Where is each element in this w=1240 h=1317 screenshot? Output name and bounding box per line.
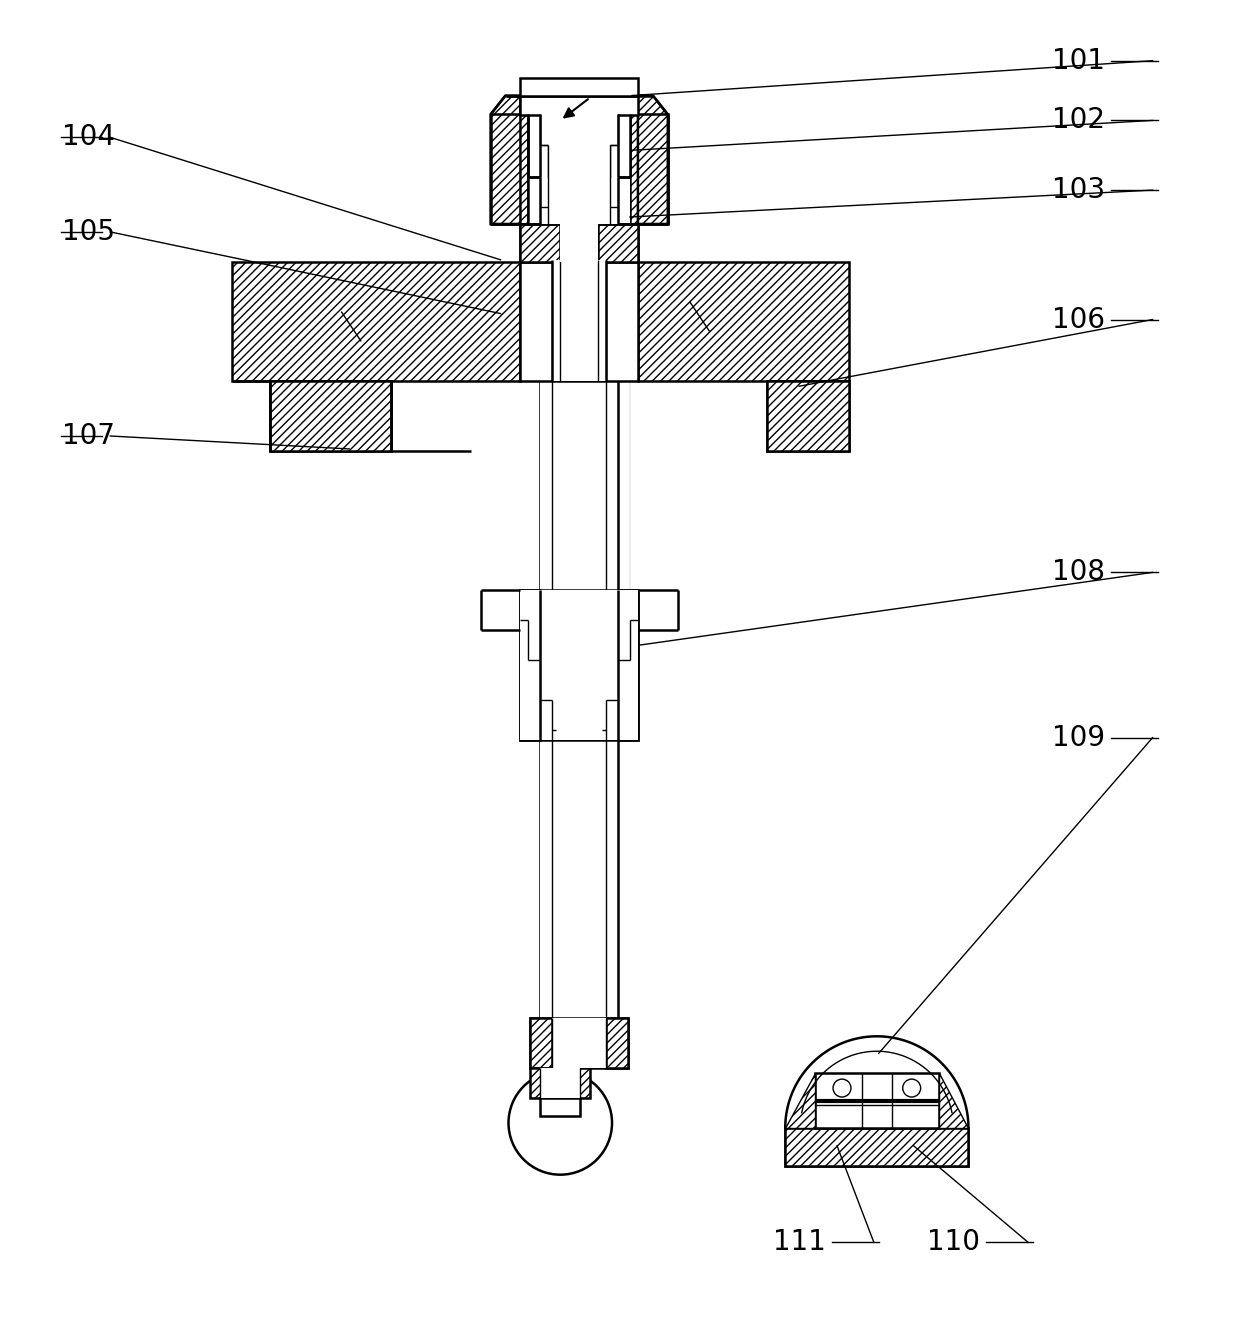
Text: 105: 105 <box>62 217 114 246</box>
Bar <box>521 78 637 96</box>
Bar <box>491 115 528 224</box>
Bar <box>531 1068 590 1098</box>
Bar <box>618 590 637 740</box>
Bar <box>541 1098 580 1115</box>
Bar <box>269 381 391 450</box>
Bar <box>637 262 849 381</box>
Bar <box>521 96 637 116</box>
Bar <box>768 381 849 450</box>
Bar <box>521 224 637 262</box>
Text: 109: 109 <box>1052 723 1105 752</box>
Circle shape <box>833 1079 851 1097</box>
Bar <box>521 590 637 740</box>
Text: 102: 102 <box>1052 107 1105 134</box>
Bar <box>528 115 630 224</box>
Bar <box>785 1127 968 1166</box>
Polygon shape <box>491 96 521 224</box>
Bar <box>552 259 606 381</box>
Bar <box>521 96 598 112</box>
Bar <box>531 1018 552 1068</box>
Bar <box>232 262 521 381</box>
Bar <box>541 1068 580 1098</box>
Bar <box>815 1073 939 1127</box>
Bar <box>630 115 668 224</box>
Bar <box>606 1018 627 1068</box>
Text: 103: 103 <box>1052 176 1105 204</box>
Bar <box>768 381 849 450</box>
Bar <box>521 590 541 740</box>
Text: 111: 111 <box>774 1229 826 1256</box>
Polygon shape <box>541 224 552 1058</box>
Polygon shape <box>618 590 637 740</box>
Bar <box>541 259 618 1058</box>
Bar <box>598 224 637 262</box>
Bar <box>785 1127 968 1166</box>
Bar <box>521 224 560 262</box>
Text: 108: 108 <box>1052 558 1105 586</box>
Circle shape <box>508 1071 613 1175</box>
Polygon shape <box>785 1073 815 1127</box>
Text: 101: 101 <box>1052 46 1105 75</box>
Bar <box>269 381 391 450</box>
Circle shape <box>903 1079 920 1097</box>
Bar <box>541 1058 552 1317</box>
Bar <box>521 259 637 381</box>
Text: 107: 107 <box>62 421 114 450</box>
Text: 104: 104 <box>62 124 114 151</box>
Polygon shape <box>521 590 541 740</box>
Bar <box>531 1018 627 1068</box>
Text: 106: 106 <box>1052 306 1105 333</box>
Bar <box>541 590 618 740</box>
Bar <box>548 145 610 224</box>
Text: 110: 110 <box>928 1229 981 1256</box>
Bar <box>606 1058 618 1317</box>
Polygon shape <box>637 96 668 224</box>
Bar <box>541 115 618 224</box>
Bar <box>552 1018 606 1068</box>
Bar <box>560 224 598 262</box>
Polygon shape <box>939 1073 968 1127</box>
